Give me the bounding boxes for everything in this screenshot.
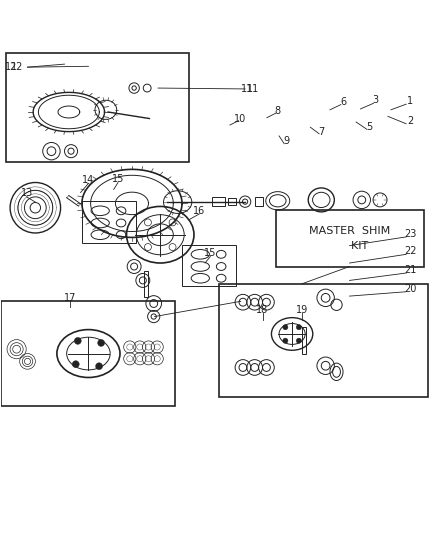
Text: 22: 22 bbox=[404, 246, 417, 256]
Text: 14: 14 bbox=[82, 175, 95, 185]
Text: 2: 2 bbox=[407, 116, 413, 126]
Text: 5: 5 bbox=[366, 122, 372, 132]
Circle shape bbox=[98, 340, 105, 346]
Circle shape bbox=[72, 361, 79, 368]
Text: 19: 19 bbox=[296, 305, 308, 315]
Text: 16: 16 bbox=[193, 206, 205, 216]
Text: 15: 15 bbox=[112, 174, 124, 184]
Text: 15: 15 bbox=[204, 248, 216, 259]
Circle shape bbox=[296, 338, 301, 343]
Circle shape bbox=[74, 337, 81, 344]
Circle shape bbox=[283, 338, 288, 343]
Bar bbox=[82, 201, 136, 243]
Text: 17: 17 bbox=[64, 293, 76, 303]
Text: 13: 13 bbox=[21, 188, 33, 198]
Text: 18: 18 bbox=[256, 305, 268, 315]
Text: 6: 6 bbox=[340, 97, 346, 107]
Text: 9: 9 bbox=[283, 136, 290, 146]
Bar bbox=[219, 284, 428, 397]
Bar bbox=[1, 301, 176, 406]
Text: MASTER  SHIM
      KIT: MASTER SHIM KIT bbox=[309, 226, 390, 251]
Text: 7: 7 bbox=[318, 126, 325, 136]
Bar bbox=[212, 197, 225, 206]
Text: 23: 23 bbox=[404, 229, 417, 239]
Bar bbox=[182, 245, 237, 286]
Circle shape bbox=[283, 325, 288, 330]
Bar bbox=[254, 197, 263, 206]
Text: 11: 11 bbox=[247, 84, 260, 94]
Text: 1: 1 bbox=[407, 96, 413, 106]
Text: 12: 12 bbox=[5, 62, 17, 72]
Bar bbox=[144, 271, 148, 297]
Bar bbox=[6, 53, 188, 162]
Bar bbox=[228, 198, 236, 205]
Text: 12: 12 bbox=[11, 62, 23, 72]
Text: 20: 20 bbox=[404, 284, 417, 294]
Bar bbox=[276, 210, 424, 266]
Bar bbox=[302, 327, 306, 353]
Text: 8: 8 bbox=[275, 106, 281, 116]
Text: 3: 3 bbox=[373, 95, 379, 105]
Text: 21: 21 bbox=[404, 265, 417, 275]
Text: 10: 10 bbox=[234, 114, 246, 124]
Circle shape bbox=[296, 325, 301, 330]
Circle shape bbox=[95, 363, 102, 370]
Text: 11: 11 bbox=[241, 84, 254, 94]
